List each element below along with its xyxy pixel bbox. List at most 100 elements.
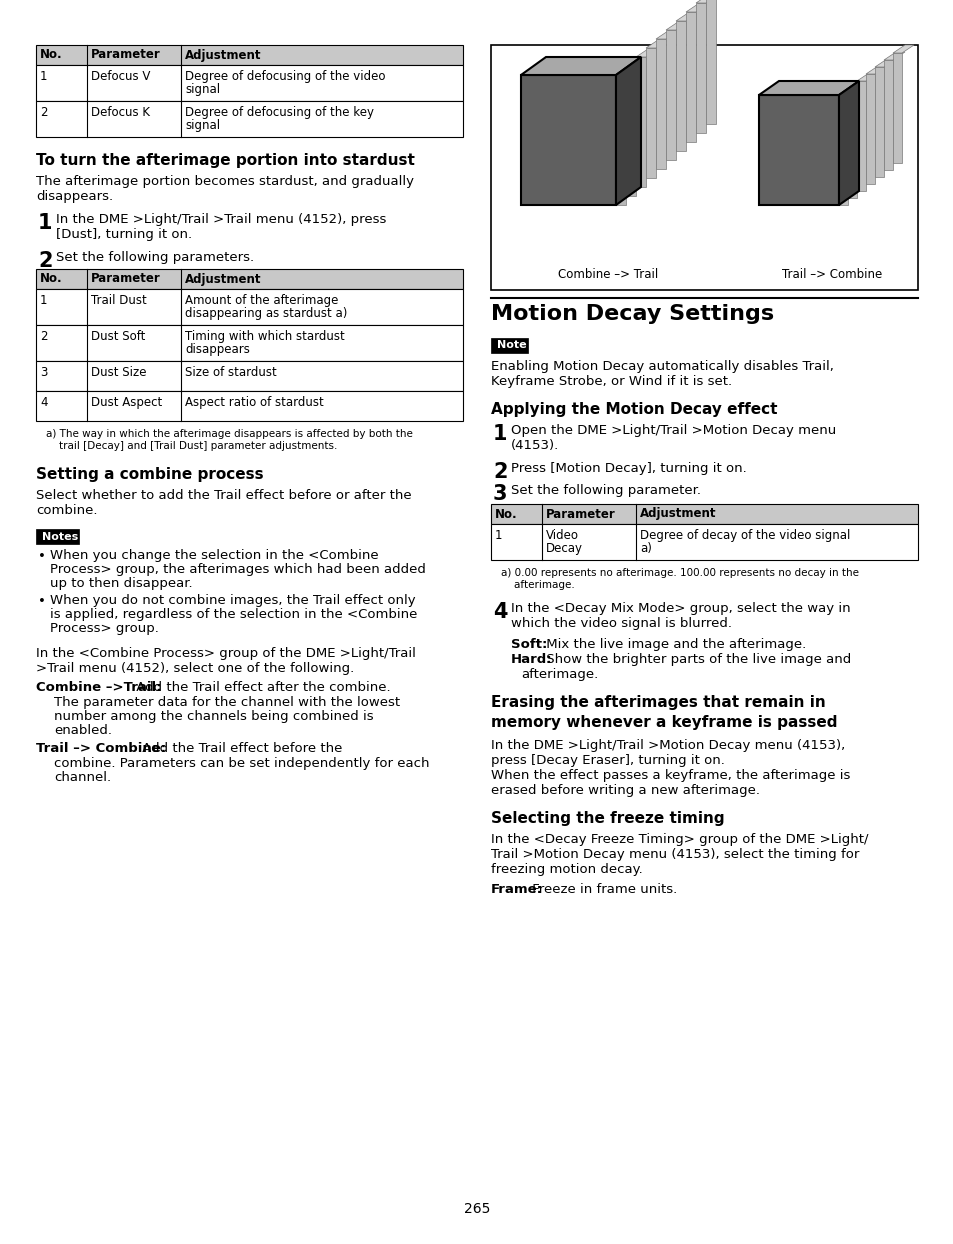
Bar: [36, 529, 79, 544]
Text: Keyframe Strobe, or Wind if it is set.: Keyframe Strobe, or Wind if it is set.: [491, 374, 731, 388]
Text: Add the Trail effect after the combine.: Add the Trail effect after the combine.: [132, 680, 390, 694]
Text: up to then disappear.: up to then disappear.: [50, 577, 193, 590]
Text: which the video signal is blurred.: which the video signal is blurred.: [511, 617, 731, 629]
Text: Notes: Notes: [42, 531, 78, 541]
Text: Set the following parameter.: Set the following parameter.: [511, 484, 700, 498]
Polygon shape: [892, 45, 913, 53]
Text: Show the brighter parts of the live image and: Show the brighter parts of the live imag…: [541, 653, 850, 666]
Text: a) The way in which the afterimage disappears is affected by both the: a) The way in which the afterimage disap…: [46, 429, 413, 439]
Text: Note: Note: [497, 341, 526, 351]
Text: Trail –> Combine:: Trail –> Combine:: [36, 741, 166, 755]
Polygon shape: [865, 66, 886, 73]
Bar: [685, 12, 696, 142]
Bar: [676, 21, 685, 151]
Text: combine. Parameters can be set independently for each: combine. Parameters can be set independe…: [54, 758, 429, 770]
Polygon shape: [616, 65, 640, 75]
Text: Mix the live image and the afterimage.: Mix the live image and the afterimage.: [541, 638, 805, 651]
Text: a): a): [639, 542, 651, 555]
Bar: [36, 65, 462, 101]
Text: When you do not combine images, the Trail effect only: When you do not combine images, the Trai…: [50, 593, 416, 607]
Text: No.: No.: [495, 508, 517, 520]
Text: signal: signal: [185, 83, 220, 96]
Polygon shape: [625, 56, 650, 66]
Text: 2: 2: [38, 251, 52, 271]
Bar: [847, 88, 856, 198]
Text: Process> group.: Process> group.: [50, 622, 159, 634]
Text: Trail >Motion Decay menu (4153), select the timing for: Trail >Motion Decay menu (4153), select …: [491, 848, 859, 861]
Text: In the DME >Light/Trail >Trail menu (4152), press: In the DME >Light/Trail >Trail menu (415…: [56, 213, 386, 226]
Text: Trail –> Combine: Trail –> Combine: [781, 267, 882, 281]
Text: To turn the afterimage portion into stardust: To turn the afterimage portion into star…: [36, 153, 415, 168]
Text: a) 0.00 represents no afterimage. 100.00 represents no decay in the: a) 0.00 represents no afterimage. 100.00…: [500, 569, 858, 578]
Text: Setting a combine process: Setting a combine process: [36, 466, 263, 481]
Polygon shape: [636, 47, 660, 57]
Polygon shape: [685, 2, 710, 12]
Text: 2: 2: [40, 330, 48, 343]
Text: disappears.: disappears.: [36, 190, 113, 203]
Text: 3: 3: [493, 484, 507, 504]
Text: 2: 2: [493, 462, 507, 481]
Bar: [520, 75, 616, 205]
Text: Video: Video: [546, 529, 578, 542]
Text: [Dust], turning it on.: [Dust], turning it on.: [56, 228, 192, 241]
Text: •: •: [38, 595, 46, 608]
Text: Parameter: Parameter: [546, 508, 616, 520]
Bar: [665, 30, 676, 160]
Text: Combine –> Trail: Combine –> Trail: [558, 267, 658, 281]
Text: 2: 2: [40, 106, 48, 119]
Polygon shape: [676, 11, 700, 21]
Polygon shape: [520, 57, 640, 75]
Text: Frame:: Frame:: [491, 883, 542, 896]
Text: Degree of defocusing of the video: Degree of defocusing of the video: [185, 70, 385, 83]
Bar: [616, 75, 625, 205]
Text: Erasing the afterimages that remain in: Erasing the afterimages that remain in: [491, 695, 825, 710]
Text: combine.: combine.: [36, 504, 97, 518]
Text: 1: 1: [40, 294, 48, 307]
Bar: [36, 289, 462, 325]
Text: Decay: Decay: [546, 542, 582, 555]
Text: Adjustment: Adjustment: [185, 49, 261, 61]
Text: freezing motion decay.: freezing motion decay.: [491, 863, 642, 876]
Bar: [636, 57, 645, 187]
Bar: [491, 45, 917, 290]
Bar: [645, 49, 656, 178]
Text: No.: No.: [40, 272, 63, 286]
Polygon shape: [874, 58, 895, 67]
Bar: [696, 2, 705, 133]
Text: Dust Soft: Dust Soft: [91, 330, 146, 343]
Text: In the <Decay Mix Mode> group, select the way in: In the <Decay Mix Mode> group, select th…: [511, 602, 850, 615]
Text: •: •: [38, 550, 46, 564]
Polygon shape: [856, 73, 877, 81]
Text: erased before writing a new afterimage.: erased before writing a new afterimage.: [491, 784, 760, 797]
Text: In the <Combine Process> group of the DME >Light/Trail: In the <Combine Process> group of the DM…: [36, 647, 416, 661]
Bar: [491, 524, 917, 560]
Text: Trail Dust: Trail Dust: [91, 294, 147, 307]
Text: Adjustment: Adjustment: [185, 272, 261, 286]
Text: In the <Decay Freeze Timing> group of the DME >Light/: In the <Decay Freeze Timing> group of th…: [491, 833, 867, 846]
Text: Aspect ratio of stardust: Aspect ratio of stardust: [185, 396, 324, 409]
Text: 1: 1: [38, 213, 52, 233]
Bar: [36, 361, 462, 391]
Bar: [36, 45, 462, 65]
Text: When the effect passes a keyframe, the afterimage is: When the effect passes a keyframe, the a…: [491, 769, 849, 782]
Bar: [36, 391, 462, 420]
Text: press [Decay Eraser], turning it on.: press [Decay Eraser], turning it on.: [491, 754, 724, 768]
Bar: [36, 101, 462, 137]
Text: No.: No.: [40, 49, 63, 61]
Text: 265: 265: [463, 1202, 490, 1215]
Text: In the DME >Light/Trail >Motion Decay menu (4153),: In the DME >Light/Trail >Motion Decay me…: [491, 739, 844, 753]
Text: Open the DME >Light/Trail >Motion Decay menu: Open the DME >Light/Trail >Motion Decay …: [511, 424, 836, 437]
Bar: [759, 95, 838, 205]
Text: Degree of decay of the video signal: Degree of decay of the video signal: [639, 529, 850, 542]
Text: Size of stardust: Size of stardust: [185, 366, 276, 379]
Text: Motion Decay Settings: Motion Decay Settings: [491, 304, 773, 323]
Text: memory whenever a keyframe is passed: memory whenever a keyframe is passed: [491, 715, 837, 730]
Text: The parameter data for the channel with the lowest: The parameter data for the channel with …: [54, 695, 399, 709]
Text: (4153).: (4153).: [511, 439, 558, 452]
Text: afterimage.: afterimage.: [520, 668, 598, 680]
Text: When you change the selection in the <Combine: When you change the selection in the <Co…: [50, 549, 378, 562]
Text: signal: signal: [185, 119, 220, 132]
Text: number among the channels being combined is: number among the channels being combined…: [54, 710, 374, 723]
Bar: [883, 60, 892, 170]
Text: The afterimage portion becomes stardust, and gradually: The afterimage portion becomes stardust,…: [36, 175, 414, 188]
